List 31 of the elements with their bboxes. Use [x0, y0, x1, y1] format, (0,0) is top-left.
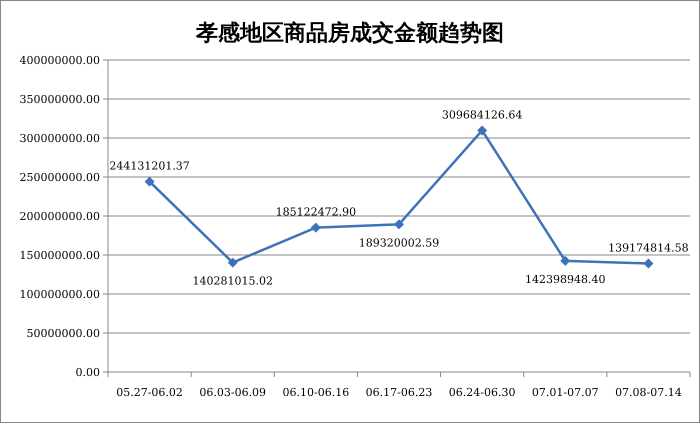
y-tick-label: 100000000.00 [20, 288, 100, 301]
point [560, 256, 570, 266]
x-tick-label: 06.10-06.16 [282, 386, 350, 399]
y-tick-label: 300000000.00 [20, 132, 100, 145]
x-tick-label: 05.27-06.02 [116, 386, 183, 399]
point [144, 176, 155, 187]
point [643, 258, 654, 268]
y-tick-label: 0.00 [76, 366, 100, 379]
data-label: 142398948.40 [525, 272, 606, 286]
data-label: 185122472.90 [276, 206, 356, 219]
data-label: 139174814.58 [608, 241, 689, 254]
point [310, 222, 321, 233]
y-tick-label: 350000000.00 [20, 93, 100, 106]
x-tick-label: 07.08-07.14 [615, 386, 682, 399]
data-label: 309684126.64 [442, 108, 522, 122]
y-tick-label: 250000000.00 [20, 171, 100, 184]
y-tick-label: 200000000.00 [20, 210, 100, 223]
y-tick-label: 400000000.00 [20, 54, 100, 67]
point [477, 125, 488, 136]
chart-title: 孝感地区商品房成交金额趋势图 [195, 20, 504, 45]
y-tick-label: 150000000.00 [20, 249, 100, 262]
point [228, 258, 238, 268]
x-tick-label: 07.01-07.07 [532, 386, 599, 399]
data-label: 244131201.37 [109, 160, 190, 173]
x-tick-label: 06.17-06.23 [366, 386, 432, 399]
x-tick-label: 06.24-06.30 [448, 386, 516, 399]
x-tick-label: 06.03-06.09 [199, 386, 266, 399]
y-tick-label: 50000000.00 [26, 327, 100, 340]
point [394, 219, 404, 230]
data-label: 140281015.02 [192, 274, 273, 288]
data-label: 189320002.59 [358, 236, 440, 250]
